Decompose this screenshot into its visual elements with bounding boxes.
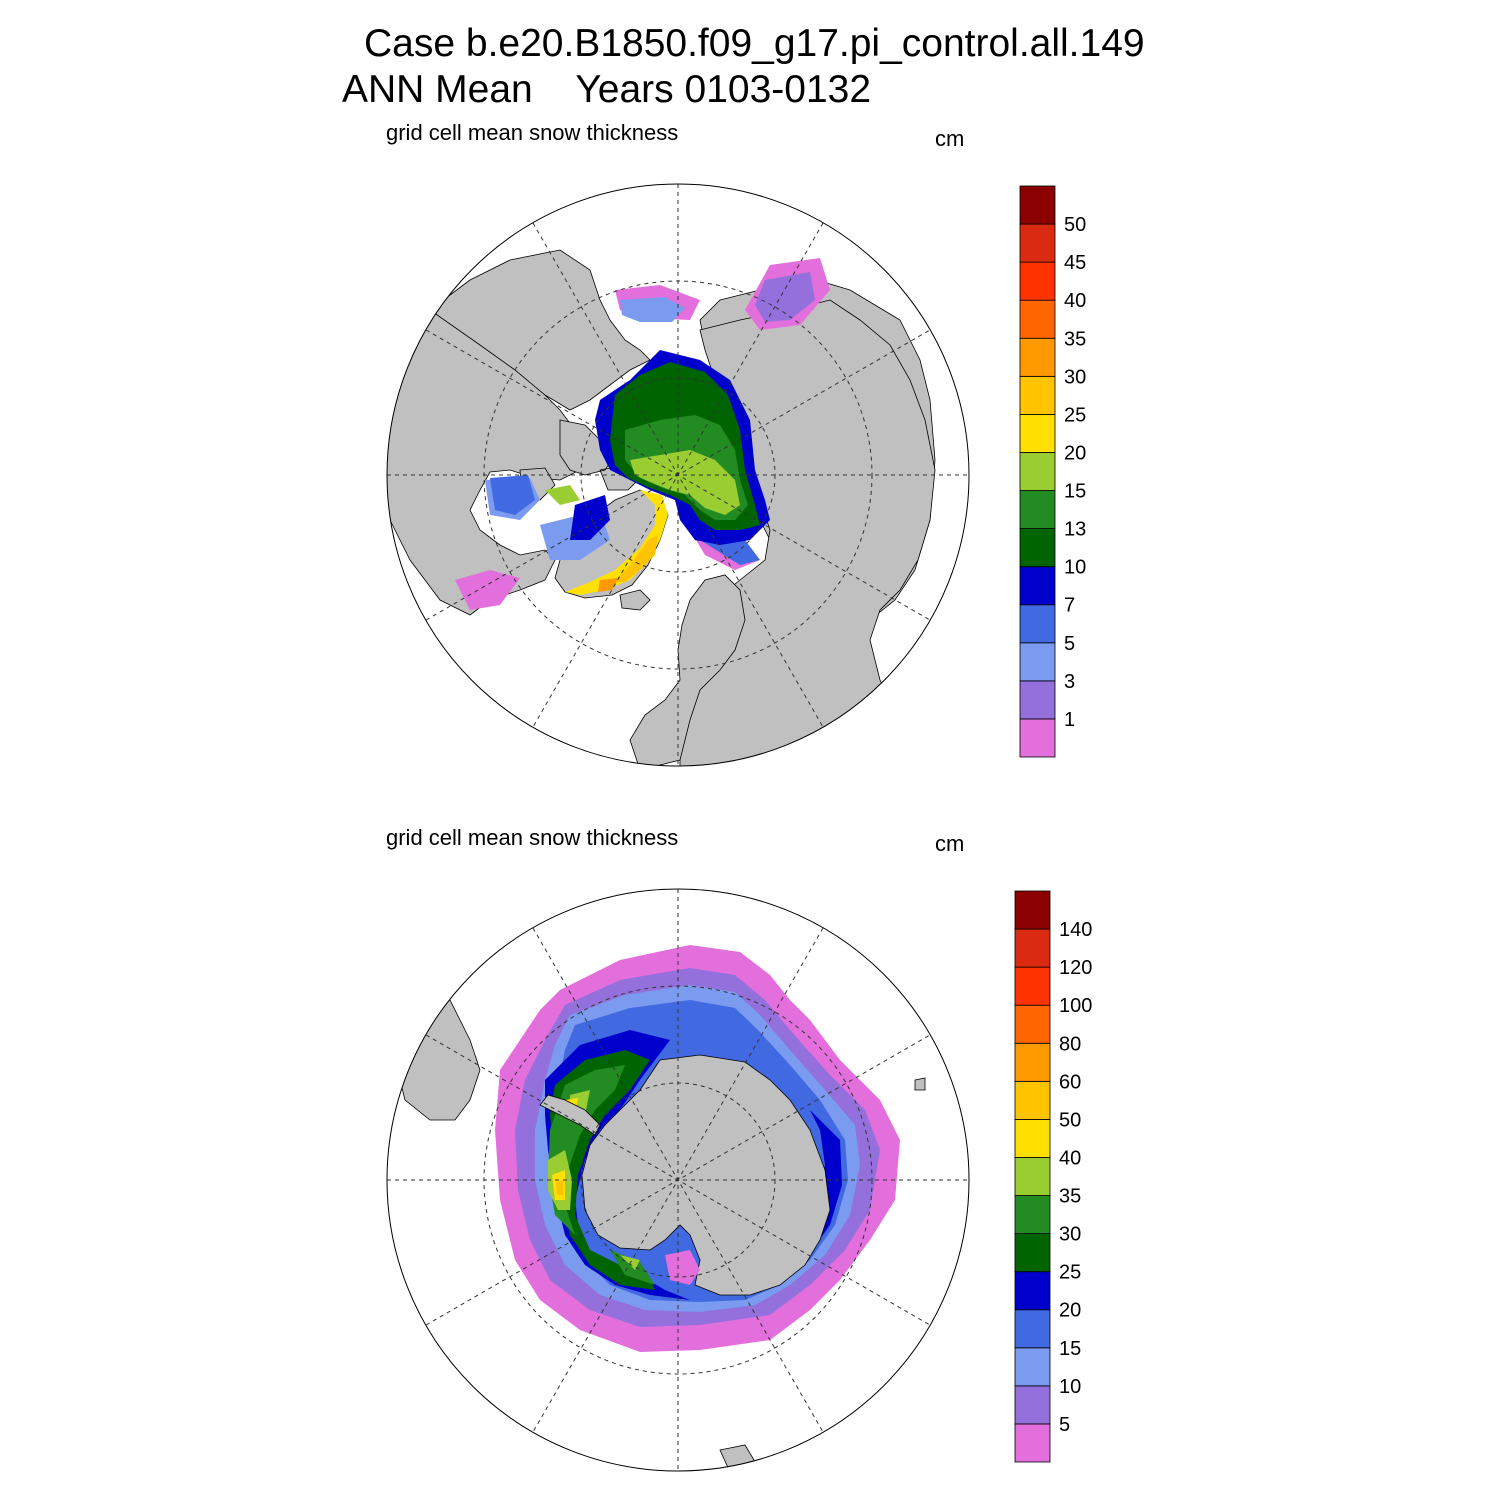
sh-colorbar-box bbox=[1014, 1157, 1051, 1196]
nh-panel-title: grid cell mean snow thickness bbox=[386, 120, 679, 145]
sh-colorbar-tick-label: 20 bbox=[1059, 1300, 1081, 1322]
nh-map bbox=[386, 183, 970, 767]
sh-colorbar-tick-label: 100 bbox=[1059, 995, 1092, 1017]
nh-colorbar-box bbox=[1019, 680, 1056, 720]
sh-panel-title: grid cell mean snow thickness bbox=[386, 825, 679, 850]
sh-colorbar-box bbox=[1014, 1271, 1051, 1311]
nh-colorbar-box bbox=[1019, 185, 1056, 225]
sh-colorbar-box bbox=[1014, 1309, 1051, 1349]
nh-colorbar-tick-label: 20 bbox=[1064, 442, 1086, 464]
sh-colorbar-tick-label: 60 bbox=[1059, 1071, 1081, 1093]
nh-colorbar-box bbox=[1019, 490, 1056, 529]
sh-antarctic-peninsula bbox=[539, 1094, 601, 1136]
sh-colorbar-tick-label: 80 bbox=[1059, 1033, 1081, 1055]
nh-land-iceland bbox=[619, 589, 651, 611]
sh-colorbar-tick-label: 140 bbox=[1059, 919, 1092, 941]
sh-units-label: cm bbox=[935, 831, 965, 856]
sh-graticule bbox=[387, 889, 969, 1471]
nh-colorbar-box bbox=[1019, 566, 1056, 606]
nh-colorbar-tick-label: 45 bbox=[1064, 252, 1086, 274]
figure-title-line-1: Case b.e20.B1850.f09_g17.pi_control.all.… bbox=[364, 22, 1145, 65]
nh-land-alaska bbox=[429, 249, 651, 411]
sh-colorbar-tick-label: 120 bbox=[1059, 957, 1092, 979]
nh-colorbar-tick-label: 10 bbox=[1064, 557, 1086, 579]
sh-map-border bbox=[386, 888, 970, 1472]
nh-colorbar-tick-label: 15 bbox=[1064, 481, 1086, 503]
nh-colorbar-tick-label: 5 bbox=[1064, 633, 1075, 655]
sh-colorbar-box bbox=[1014, 1119, 1051, 1158]
sh-colorbar-tick-label: 5 bbox=[1059, 1414, 1070, 1436]
nh-snow-band-thick bbox=[545, 450, 740, 515]
sh-colorbar-box bbox=[1014, 1385, 1051, 1425]
nh-colorbar-tick-label: 50 bbox=[1064, 214, 1086, 236]
sh-colorbar-box bbox=[1014, 890, 1051, 930]
sh-colorbar-box bbox=[1014, 1233, 1051, 1273]
sh-colorbar-box bbox=[1014, 966, 1051, 1006]
nh-colorbar-tick-label: 30 bbox=[1064, 366, 1086, 388]
nh-colorbar-box bbox=[1019, 299, 1056, 339]
nh-colorbar-box bbox=[1019, 718, 1056, 758]
nh-land-europe bbox=[629, 574, 746, 766]
sh-snow-band-peninsula-thick bbox=[552, 1098, 578, 1200]
sh-colorbar-tick-label: 15 bbox=[1059, 1338, 1081, 1360]
nh-colorbar-box bbox=[1019, 375, 1056, 415]
nh-map-border bbox=[386, 183, 970, 767]
sh-colorbar-box bbox=[1014, 928, 1051, 968]
nh-colorbar-box bbox=[1019, 528, 1056, 568]
nh-colorbar-box bbox=[1019, 642, 1056, 682]
nh-colorbar-tick-label: 40 bbox=[1064, 290, 1086, 312]
sh-colorbar-tick-label: 25 bbox=[1059, 1262, 1081, 1284]
nh-colorbar-box bbox=[1019, 223, 1056, 263]
sh-colorbar-box bbox=[1014, 1042, 1051, 1082]
nh-snow-band-okhotsk bbox=[755, 272, 815, 322]
sh-colorbar: 5 10 15 20 25 30 35 40 50 60 80 100 120 140 bbox=[1014, 890, 1092, 1463]
nh-snow-band-bering bbox=[485, 297, 685, 560]
sh-colorbar-box bbox=[1014, 1423, 1051, 1463]
nh-colorbar-tick-label: 25 bbox=[1064, 404, 1086, 426]
nh-colorbar-box bbox=[1019, 337, 1056, 377]
sh-land-islands bbox=[914, 1077, 926, 1091]
sh-map bbox=[386, 888, 970, 1472]
nh-colorbar-box bbox=[1019, 452, 1056, 491]
nh-colorbar-tick-label: 7 bbox=[1064, 595, 1075, 617]
nh-colorbar-tick-label: 3 bbox=[1064, 671, 1075, 693]
sh-snow-band-peninsula-max bbox=[556, 1180, 563, 1195]
nh-snow-band-greenland-peak bbox=[612, 535, 658, 582]
sh-antarctica bbox=[581, 1054, 831, 1296]
nh-colorbar-box bbox=[1019, 604, 1056, 644]
nh-snow-field bbox=[455, 258, 830, 610]
sh-colorbar-tick-label: 40 bbox=[1059, 1147, 1081, 1169]
sh-colorbar-box bbox=[1014, 1004, 1051, 1044]
nh-snow-band-max bbox=[598, 578, 618, 592]
sh-colorbar-box bbox=[1014, 1347, 1051, 1387]
nh-snow-band-hudson bbox=[490, 475, 760, 565]
nh-graticule bbox=[387, 184, 969, 766]
sh-colorbar-box bbox=[1014, 1080, 1051, 1120]
sh-colorbar-box bbox=[1014, 1195, 1051, 1234]
nh-units-label: cm bbox=[935, 126, 965, 151]
nh-colorbar-tick-label: 35 bbox=[1064, 328, 1086, 350]
nh-colorbar-tick-label: 13 bbox=[1064, 519, 1086, 541]
sh-colorbar-tick-label: 30 bbox=[1059, 1224, 1081, 1246]
nh-colorbar-tick-label: 1 bbox=[1064, 709, 1075, 731]
sh-colorbar-tick-label: 35 bbox=[1059, 1186, 1081, 1208]
nh-colorbar-box bbox=[1019, 261, 1056, 301]
nh-colorbar-box bbox=[1019, 413, 1056, 453]
figure-title-line-2: ANN Mean Years 0103-0132 bbox=[342, 68, 872, 111]
sh-colorbar-tick-label: 50 bbox=[1059, 1109, 1081, 1131]
sh-colorbar-tick-label: 10 bbox=[1059, 1376, 1081, 1398]
